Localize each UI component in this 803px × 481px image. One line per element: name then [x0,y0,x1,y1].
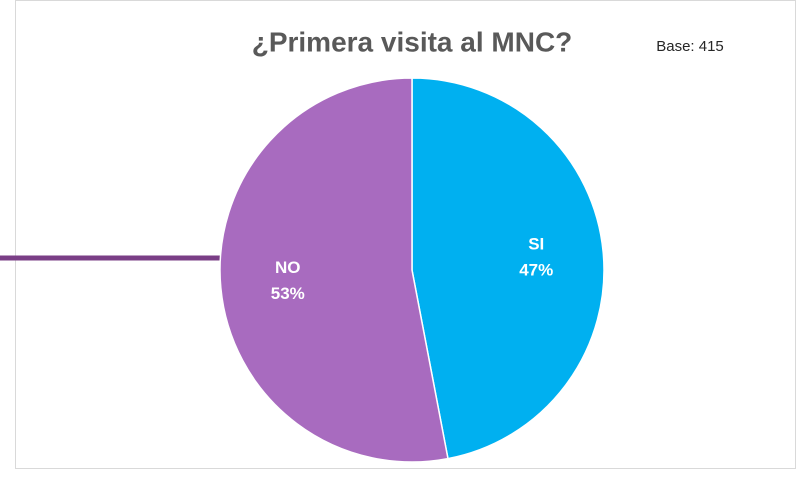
pie-slice [411,77,605,460]
slice-value-label: 53% [271,284,305,303]
pie-slice [219,77,449,463]
slice-category-label: NO [275,258,301,277]
base-annotation: Base: 415 [656,38,724,55]
slice-category-label: SI [528,235,544,254]
chart-title: ¿Primera visita al MNC? [252,26,573,57]
slice-value-label: 47% [519,261,553,280]
